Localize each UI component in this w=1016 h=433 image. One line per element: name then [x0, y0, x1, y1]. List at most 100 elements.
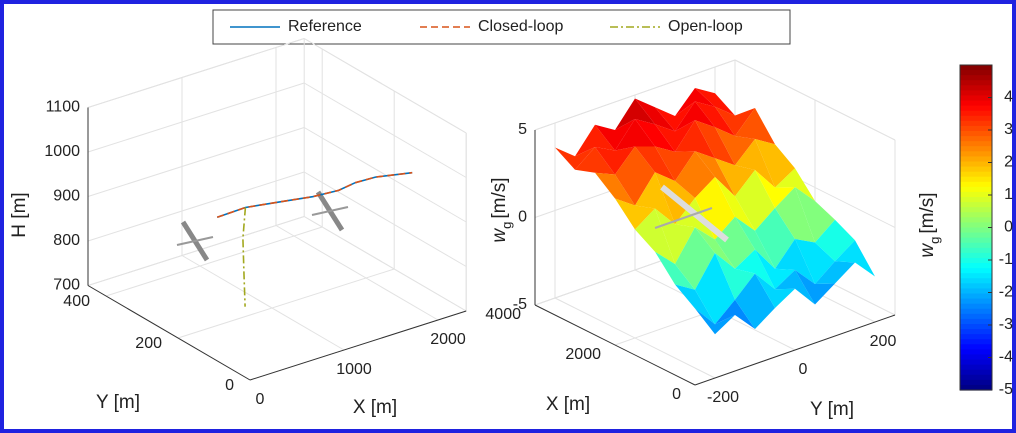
surface-patch — [695, 88, 735, 116]
colorbar: -5 -4 -3 -2 -1 0 1 2 3 4 wg [m/s] — [917, 64, 1013, 398]
surface-patch — [715, 106, 755, 136]
surface-patch — [775, 168, 815, 201]
z-tick-label: 900 — [53, 188, 80, 205]
grid-line — [87, 38, 305, 108]
colorbar-band — [960, 273, 992, 279]
colorbar-tick-label: -4 — [999, 349, 1013, 366]
grid-line — [303, 38, 467, 134]
colorbar-band — [960, 151, 992, 158]
surface-patch — [615, 119, 655, 151]
y-tick-label: 0 — [799, 361, 808, 378]
surface-patch — [795, 187, 835, 243]
grid-line — [734, 59, 896, 141]
surface-patch — [695, 101, 735, 136]
surface-patch — [675, 198, 715, 240]
label-subscript: g — [927, 237, 942, 244]
colorbar-band — [960, 65, 992, 71]
colorbar-band — [960, 90, 992, 97]
legend: Reference Closed-loop Open-loop — [230, 18, 743, 35]
colorbar-band — [960, 334, 992, 340]
surface-patch — [575, 147, 615, 175]
colorbar-band — [960, 222, 992, 229]
x-tick-label: 4000 — [485, 306, 521, 323]
surface-patch — [815, 261, 855, 284]
colorbar-tick-label: -1 — [999, 251, 1013, 268]
surface-patch — [635, 119, 675, 152]
colorbar-band — [960, 344, 992, 350]
surface-patch — [755, 249, 795, 290]
trajectory-line — [242, 207, 247, 307]
surface-patch — [715, 216, 755, 269]
surface-patch — [735, 170, 775, 231]
colorbar-band — [960, 242, 992, 249]
grid-line — [303, 171, 467, 267]
surface-patch — [835, 240, 875, 277]
colorbar-band — [960, 202, 992, 208]
label-unit: [m/s] — [917, 192, 938, 233]
colorbar-band — [960, 247, 992, 254]
colorbar-band — [960, 70, 992, 76]
colorbar-band — [960, 364, 992, 371]
surface-patch — [775, 239, 815, 284]
colorbar-band — [960, 359, 992, 366]
surface-patch — [795, 239, 835, 284]
surface-patch — [655, 146, 695, 181]
colorbar-band — [960, 207, 992, 213]
legend-box — [212, 9, 791, 45]
y-tick-label: 0 — [225, 377, 234, 394]
colorbar-band — [960, 232, 992, 239]
grid-line — [177, 268, 395, 339]
x-axis — [534, 304, 696, 386]
legend-label: Reference — [288, 18, 362, 35]
grid-line — [275, 225, 439, 321]
colorbar-band — [960, 85, 992, 91]
grid-line — [87, 216, 305, 286]
colorbar-band — [960, 268, 992, 274]
surface-patch — [695, 308, 735, 335]
surface-patch — [655, 208, 695, 264]
y-tick-label: -200 — [707, 389, 739, 406]
z-tick-label: 1000 — [44, 143, 80, 160]
z-tick-label: -5 — [513, 296, 527, 313]
grid-line — [105, 226, 323, 297]
surface-patch — [695, 120, 735, 166]
surface-patch — [575, 124, 615, 157]
surface-patch — [615, 198, 655, 230]
colorbar-band — [960, 131, 992, 137]
surface-patch — [635, 172, 675, 225]
aircraft-body — [654, 207, 713, 229]
z-tick-label: 800 — [53, 232, 80, 249]
colorbar-band — [960, 283, 992, 290]
colorbar-band — [960, 237, 992, 244]
colorbar-band — [960, 384, 992, 391]
aircraft-body — [176, 236, 214, 246]
x-axis — [249, 310, 467, 381]
z-tick-label: 0 — [518, 209, 527, 226]
surface-patch — [715, 177, 755, 231]
surface-patch — [735, 249, 775, 290]
colorbar-band — [960, 379, 992, 386]
surface-patch — [815, 219, 855, 262]
axis-label: wg [m/s] — [917, 192, 942, 257]
surface-patch — [775, 187, 815, 243]
grid-line — [87, 127, 305, 197]
colorbar-band — [960, 166, 992, 173]
colorbar-band — [960, 354, 992, 361]
colorbar-band — [960, 105, 992, 112]
colorbar-band — [960, 329, 992, 335]
colorbar-band — [960, 252, 992, 259]
grid-line — [554, 297, 716, 379]
surface-patch — [635, 98, 675, 132]
colorbar-band — [960, 313, 992, 320]
colorbar-band — [960, 146, 992, 152]
colorbar-band — [960, 217, 992, 224]
surface-patch — [735, 108, 775, 145]
colorbar-band — [960, 191, 992, 198]
y-tick-label: 200 — [135, 335, 162, 352]
colorbar-band — [960, 339, 992, 345]
grid-line — [87, 171, 305, 242]
surface-patch — [715, 158, 755, 197]
colorbar-band — [960, 161, 992, 168]
